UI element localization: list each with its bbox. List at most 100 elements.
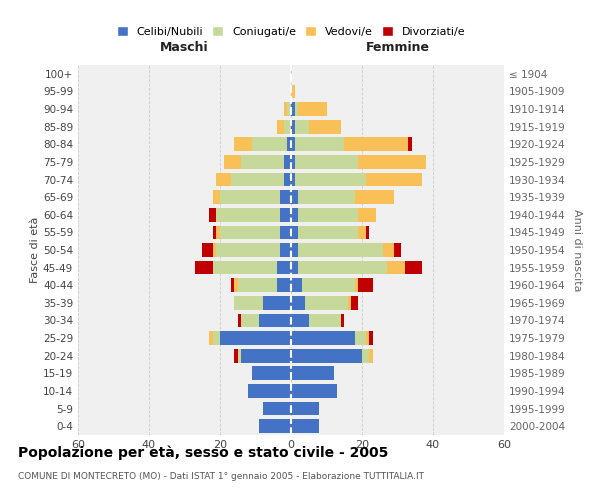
Bar [298, 102, 326, 116]
Bar [291, 331, 355, 345]
Bar [365, 172, 422, 186]
Bar [369, 349, 373, 362]
Bar [230, 278, 234, 292]
Bar [220, 226, 280, 239]
Bar [287, 138, 291, 151]
Bar [217, 208, 280, 222]
Bar [238, 278, 277, 292]
Bar [295, 138, 344, 151]
Text: COMUNE DI MONTECRETO (MO) - Dati ISTAT 1° gennaio 2005 - Elaborazione TUTTITALIA: COMUNE DI MONTECRETO (MO) - Dati ISTAT 1… [18, 472, 424, 481]
Bar [234, 349, 238, 362]
Y-axis label: Fasce di età: Fasce di età [30, 217, 40, 283]
Bar [291, 138, 295, 151]
Bar [298, 208, 358, 222]
Bar [369, 331, 373, 345]
Bar [352, 296, 358, 310]
Bar [355, 190, 394, 204]
Bar [291, 102, 295, 116]
Bar [252, 366, 291, 380]
Bar [280, 243, 291, 257]
Bar [217, 243, 280, 257]
Bar [309, 120, 341, 134]
Bar [259, 314, 291, 328]
Bar [234, 138, 252, 151]
Bar [295, 120, 309, 134]
Bar [220, 331, 291, 345]
Y-axis label: Anni di nascita: Anni di nascita [572, 209, 582, 291]
Bar [394, 243, 401, 257]
Bar [291, 296, 305, 310]
Bar [291, 366, 334, 380]
Bar [358, 278, 373, 292]
Bar [277, 120, 284, 134]
Bar [195, 260, 213, 274]
Bar [217, 172, 230, 186]
Bar [213, 190, 220, 204]
Bar [202, 243, 213, 257]
Bar [291, 314, 309, 328]
Bar [302, 278, 355, 292]
Bar [241, 314, 259, 328]
Bar [348, 296, 352, 310]
Bar [213, 260, 277, 274]
Bar [387, 260, 404, 274]
Bar [234, 296, 263, 310]
Bar [358, 226, 365, 239]
Bar [344, 138, 408, 151]
Bar [291, 384, 337, 398]
Bar [309, 314, 341, 328]
Bar [298, 190, 355, 204]
Text: Femmine: Femmine [365, 40, 430, 54]
Bar [280, 190, 291, 204]
Bar [209, 208, 217, 222]
Bar [291, 260, 298, 274]
Bar [263, 402, 291, 415]
Bar [291, 420, 319, 433]
Bar [305, 296, 348, 310]
Bar [280, 208, 291, 222]
Bar [291, 190, 298, 204]
Bar [291, 84, 295, 98]
Bar [252, 138, 287, 151]
Bar [291, 208, 298, 222]
Bar [295, 172, 365, 186]
Bar [291, 155, 295, 169]
Bar [241, 155, 284, 169]
Bar [341, 314, 344, 328]
Bar [408, 138, 412, 151]
Bar [234, 278, 238, 292]
Bar [355, 331, 365, 345]
Bar [248, 384, 291, 398]
Bar [355, 278, 358, 292]
Bar [298, 243, 383, 257]
Bar [277, 260, 291, 274]
Bar [295, 102, 298, 116]
Bar [287, 102, 291, 116]
Bar [291, 349, 362, 362]
Bar [213, 243, 217, 257]
Bar [217, 226, 220, 239]
Bar [295, 155, 358, 169]
Bar [291, 402, 319, 415]
Bar [365, 226, 369, 239]
Bar [365, 331, 369, 345]
Bar [383, 243, 394, 257]
Bar [238, 314, 241, 328]
Bar [224, 155, 241, 169]
Bar [291, 243, 298, 257]
Bar [209, 331, 213, 345]
Bar [404, 260, 422, 274]
Bar [291, 120, 295, 134]
Bar [291, 278, 302, 292]
Bar [277, 278, 291, 292]
Text: Popolazione per età, sesso e stato civile - 2005: Popolazione per età, sesso e stato civil… [18, 446, 388, 460]
Bar [358, 208, 376, 222]
Bar [284, 120, 291, 134]
Bar [284, 172, 291, 186]
Bar [238, 349, 241, 362]
Bar [362, 349, 369, 362]
Bar [284, 155, 291, 169]
Bar [241, 349, 291, 362]
Bar [291, 226, 298, 239]
Bar [213, 226, 217, 239]
